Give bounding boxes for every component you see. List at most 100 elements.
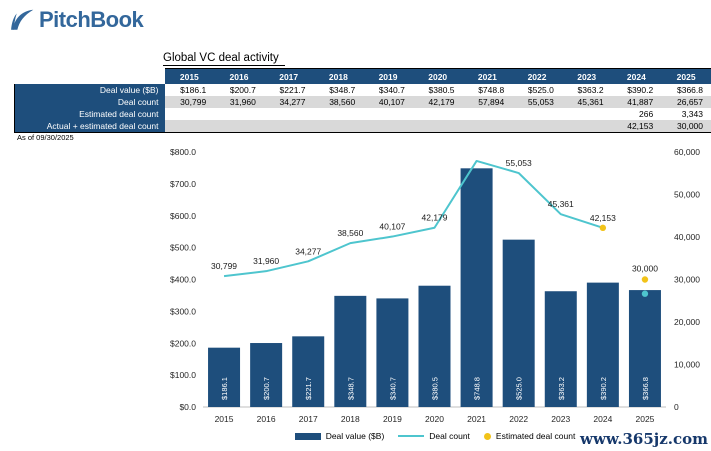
feather-icon	[11, 9, 34, 30]
deal-activity-chart: $0.0 $100.0 $200.0 $300.0 $400.0 $500.0 $600.0…	[170, 147, 700, 424]
watermark: www.365jz.com	[580, 430, 708, 448]
table-cell	[165, 108, 215, 120]
table-row: Deal value ($B) $186.1 $200.7 $221.7 $348.7 $…	[14, 84, 711, 96]
report-title: Global VC deal activity	[163, 52, 285, 66]
table-cell: $340.7	[378, 85, 405, 95]
line-point-label: 45,361	[548, 199, 574, 209]
table-cell: 31,960	[214, 96, 264, 108]
year-header: 2022	[512, 68, 562, 84]
bar-label: $380.5	[431, 377, 440, 400]
year-header: 2015	[164, 68, 215, 84]
legend-item-deal-value: Deal value ($B)	[294, 431, 384, 441]
right-axis-label: 50,000	[674, 190, 700, 200]
dot-label: 30,000	[632, 264, 658, 274]
year-header: 2018	[313, 68, 364, 84]
bar-label: $348.7	[346, 377, 355, 400]
x-axis-label: 2022	[509, 414, 528, 424]
table-cell: $348.7	[329, 85, 356, 95]
deal-value-bar	[376, 298, 409, 407]
right-axis-label: 40,000	[674, 232, 700, 242]
deal-value-bar	[628, 290, 661, 407]
table-cell	[214, 120, 264, 133]
table-cell: $200.7	[229, 85, 256, 95]
bar-label: $340.7	[388, 377, 397, 400]
table-cell: 41,887	[611, 96, 662, 108]
deal-value-bar	[334, 295, 367, 407]
row-label: Deal count	[14, 96, 165, 108]
deal-value-bar	[544, 291, 577, 407]
line-point-label: 55,053	[506, 158, 532, 168]
table-cell	[313, 120, 364, 133]
table-cell	[363, 120, 413, 133]
year-header: 2016	[214, 68, 264, 84]
table-cell: $221.7	[279, 85, 306, 95]
line-point-label: 42,179	[422, 213, 448, 223]
year-header: 2019	[363, 68, 413, 84]
left-axis-label: $0.0	[179, 402, 196, 412]
line-swatch-icon	[398, 435, 425, 437]
table-cell: 34,277	[263, 96, 314, 108]
table-cell	[314, 108, 364, 120]
row-label: Deal value ($B)	[14, 84, 165, 96]
table-cell: $390.2	[627, 85, 654, 95]
table-corner	[14, 68, 165, 84]
line-point-label: 42,153	[590, 213, 616, 223]
table-cell: $363.2	[577, 85, 604, 95]
left-axis-label: $600.0	[170, 211, 196, 221]
table-cell	[412, 120, 463, 133]
right-axis-label: 60,000	[674, 147, 700, 157]
table-cell	[512, 120, 562, 133]
estimated-dot	[641, 276, 649, 283]
table-cell: 30,799	[164, 96, 215, 108]
line-point-label: 34,277	[295, 246, 321, 256]
table-cell	[263, 120, 314, 133]
table-cell	[264, 108, 314, 120]
year-header: 2017	[263, 68, 314, 84]
table-cell: $748.8	[478, 85, 505, 95]
bar-label: $366.8	[641, 377, 650, 400]
left-axis-label: $400.0	[170, 275, 196, 285]
table-cell	[413, 108, 463, 120]
deal-value-bar	[502, 239, 535, 407]
legend-label: Estimated deal count	[495, 431, 576, 441]
x-axis-label: 2019	[383, 414, 402, 424]
year-header: 2024	[611, 68, 662, 84]
table-cell	[462, 120, 513, 133]
x-axis-label: 2020	[425, 414, 444, 424]
table-cell: 40,107	[363, 96, 413, 108]
table-row: Actual + estimated deal count 42,153 30,00…	[14, 120, 711, 133]
year-header: 2021	[462, 68, 513, 84]
bar-swatch-icon	[294, 432, 321, 440]
left-axis-label: $100.0	[170, 370, 196, 380]
bar-label: $525.0	[515, 377, 524, 400]
as-of-note: As of 09/30/2025	[17, 133, 74, 142]
estimated-dot	[599, 224, 607, 232]
x-axis-label: 2018	[341, 414, 360, 424]
table-cell: $525.0	[527, 85, 554, 95]
legend-item-deal-count: Deal count	[398, 431, 470, 441]
bar-label: $200.7	[262, 377, 271, 400]
left-axis-label: $200.0	[170, 338, 196, 348]
table-cell: 42,153	[611, 120, 662, 133]
x-axis-label: 2024	[593, 414, 612, 424]
table-cell: 3,343	[681, 109, 703, 119]
bar-label: $390.2	[599, 377, 608, 400]
left-axis-label: $700.0	[170, 179, 196, 189]
x-axis-label: 2023	[551, 414, 570, 424]
right-axis-label: 30,000	[674, 275, 700, 285]
vc-table: 2015 2016 2017 2018 2019 2020 2021 2022 2023 2024…	[14, 68, 711, 133]
bar-label: $363.2	[557, 377, 566, 400]
actual-count-dot	[641, 290, 649, 297]
left-axis-label: $300.0	[170, 306, 196, 316]
year-header: 2020	[412, 68, 463, 84]
x-axis-label: 2015	[215, 414, 234, 424]
table-cell	[562, 108, 612, 120]
x-axis-label: 2016	[257, 414, 276, 424]
table-cell	[214, 108, 264, 120]
legend-item-estimated-deal-count: Estimated deal count	[483, 431, 576, 441]
left-axis-label: $500.0	[170, 243, 196, 253]
bar-label: $748.8	[473, 377, 482, 400]
line-point-label: 30,799	[211, 261, 237, 271]
table-cell: 30,000	[661, 120, 711, 133]
